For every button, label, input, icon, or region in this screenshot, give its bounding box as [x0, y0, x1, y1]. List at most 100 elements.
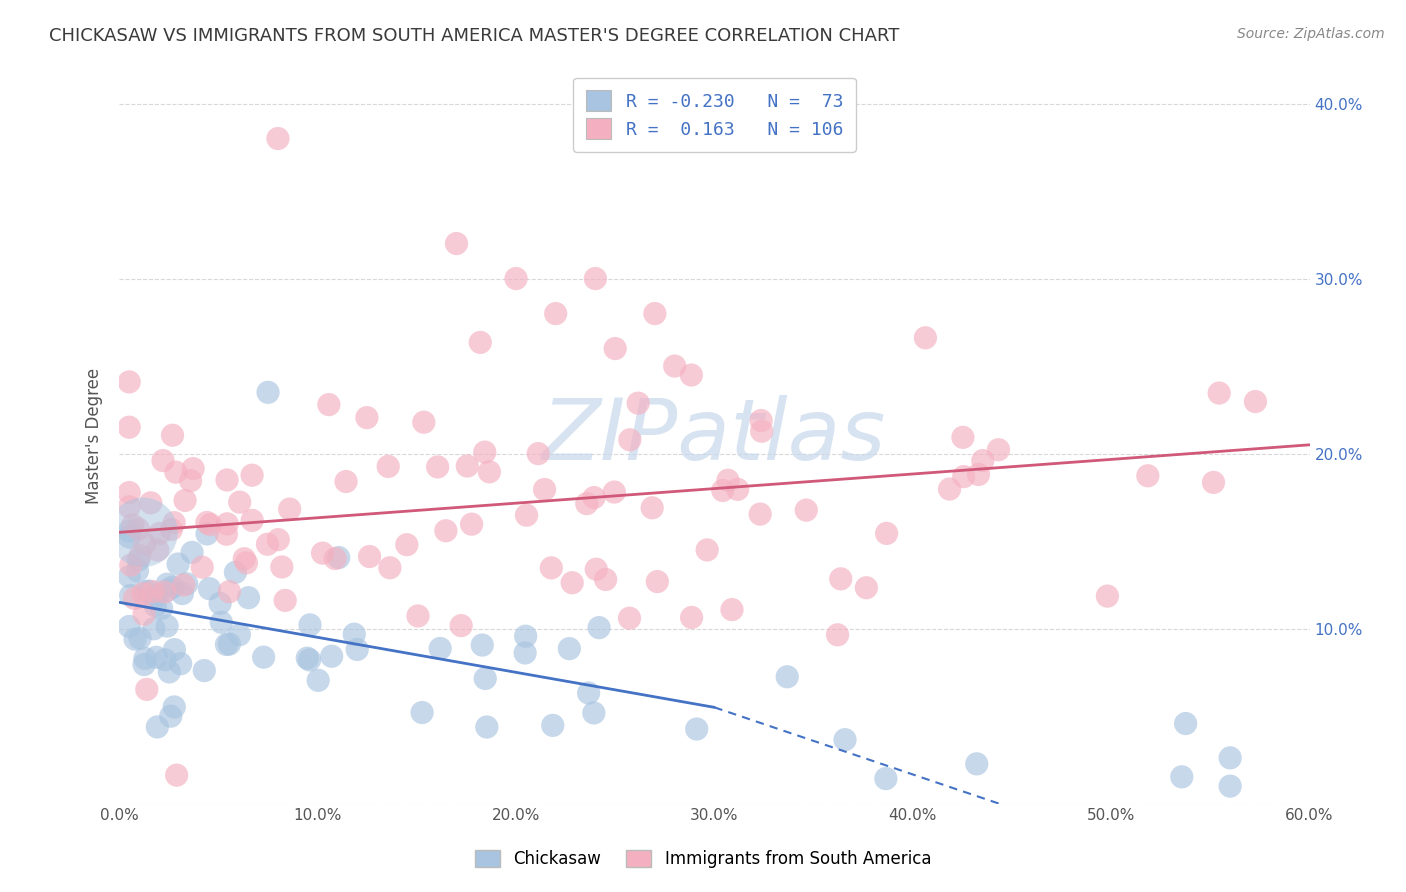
Point — [474, 672, 496, 686]
Point — [156, 577, 179, 591]
Point — [378, 560, 401, 574]
Point — [146, 543, 169, 558]
Point — [588, 621, 610, 635]
Point — [527, 447, 550, 461]
Point — [533, 483, 555, 497]
Point — [193, 664, 215, 678]
Point — [257, 385, 280, 400]
Point — [681, 368, 703, 382]
Point — [270, 560, 292, 574]
Legend: R = -0.230   N =  73, R =  0.163   N = 106: R = -0.230 N = 73, R = 0.163 N = 106 — [574, 78, 856, 152]
Text: CHICKASAW VS IMMIGRANTS FROM SOUTH AMERICA MASTER'S DEGREE CORRELATION CHART: CHICKASAW VS IMMIGRANTS FROM SOUTH AMERI… — [49, 27, 900, 45]
Point — [343, 627, 366, 641]
Point — [434, 524, 457, 538]
Point — [153, 585, 176, 599]
Point — [1244, 394, 1267, 409]
Point — [540, 561, 562, 575]
Legend: Chickasaw, Immigrants from South America: Chickasaw, Immigrants from South America — [468, 843, 938, 875]
Point — [876, 526, 898, 541]
Point — [124, 632, 146, 647]
Point — [395, 538, 418, 552]
Point — [681, 610, 703, 624]
Point — [181, 545, 204, 559]
Point — [311, 546, 333, 560]
Point — [181, 461, 204, 475]
Point — [139, 496, 162, 510]
Point — [209, 615, 232, 630]
Point — [132, 525, 155, 540]
Point — [318, 398, 340, 412]
Point — [605, 342, 627, 356]
Point — [191, 560, 214, 574]
Text: ZIPatlas: ZIPatlas — [543, 394, 887, 477]
Point — [664, 359, 686, 373]
Point — [575, 497, 598, 511]
Point — [751, 424, 773, 438]
Point — [159, 709, 181, 723]
Point — [456, 458, 478, 473]
Point — [561, 575, 583, 590]
Point — [583, 491, 606, 505]
Point — [129, 632, 152, 646]
Point — [134, 537, 156, 551]
Point — [827, 628, 849, 642]
Point — [641, 500, 664, 515]
Point — [578, 686, 600, 700]
Point — [627, 396, 650, 410]
Point — [834, 732, 856, 747]
Point — [163, 516, 186, 530]
Point — [619, 433, 641, 447]
Point — [132, 657, 155, 672]
Point — [356, 410, 378, 425]
Point — [585, 562, 607, 576]
Point — [966, 756, 988, 771]
Point — [149, 526, 172, 541]
Point — [830, 572, 852, 586]
Point — [235, 556, 257, 570]
Point — [727, 483, 749, 497]
Point — [307, 673, 329, 688]
Point — [513, 646, 536, 660]
Point — [118, 524, 141, 538]
Point — [1097, 589, 1119, 603]
Point — [166, 768, 188, 782]
Point — [145, 599, 167, 613]
Point — [794, 503, 817, 517]
Point — [165, 465, 187, 479]
Point — [169, 657, 191, 671]
Point — [711, 483, 734, 498]
Point — [1136, 468, 1159, 483]
Point — [218, 637, 240, 651]
Point — [240, 468, 263, 483]
Point — [160, 523, 183, 537]
Point — [544, 307, 567, 321]
Point — [127, 564, 149, 578]
Point — [582, 706, 605, 720]
Point — [118, 375, 141, 389]
Point — [217, 516, 239, 531]
Point — [134, 651, 156, 665]
Point — [297, 651, 319, 665]
Point — [721, 602, 744, 616]
Point — [987, 442, 1010, 457]
Point — [321, 649, 343, 664]
Point — [120, 558, 142, 573]
Point — [127, 522, 149, 536]
Point — [426, 459, 449, 474]
Point — [1208, 386, 1230, 401]
Point — [180, 474, 202, 488]
Point — [118, 485, 141, 500]
Point — [135, 682, 157, 697]
Point — [163, 700, 186, 714]
Point — [195, 516, 218, 530]
Point — [132, 587, 155, 601]
Point — [174, 493, 197, 508]
Point — [952, 469, 974, 483]
Text: Source: ZipAtlas.com: Source: ZipAtlas.com — [1237, 27, 1385, 41]
Point — [446, 236, 468, 251]
Point — [516, 508, 538, 523]
Point — [717, 473, 740, 487]
Point — [172, 586, 194, 600]
Point — [972, 453, 994, 467]
Point — [146, 720, 169, 734]
